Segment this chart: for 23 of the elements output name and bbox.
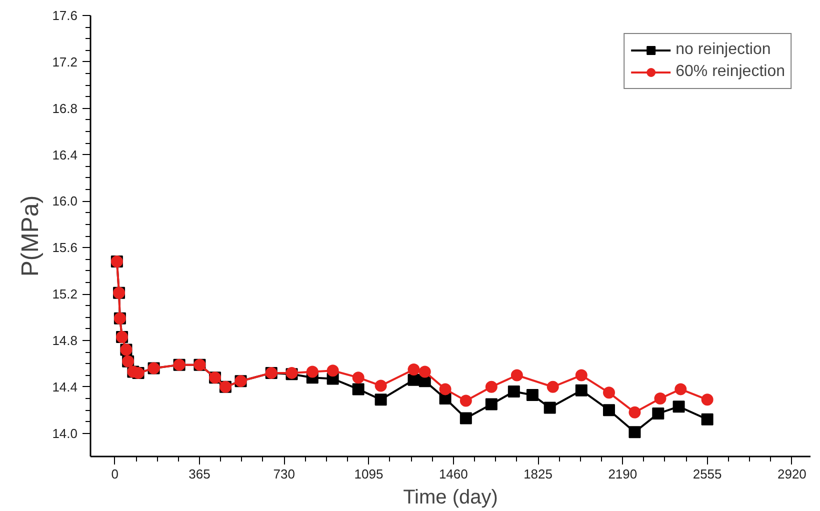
y-tick-label: 16.0: [52, 194, 78, 209]
x-tick-label: 730: [273, 466, 295, 482]
x-axis-title: Time (day): [403, 486, 498, 508]
y-tick-label: 14.0: [52, 426, 78, 441]
x-tick-label: 2920: [777, 466, 806, 482]
x-tick-label: 1095: [354, 466, 384, 482]
y-tick-label: 14.4: [52, 379, 78, 394]
x-tick-label: 2190: [608, 466, 638, 482]
legend-label: 60% reinjection: [676, 63, 785, 81]
x-tick-label: 365: [188, 466, 210, 482]
y-tick-label: 16.4: [52, 147, 78, 162]
legend-label: no reinjection: [676, 41, 771, 59]
x-tick-label: 1825: [524, 466, 552, 482]
x-tick-label: 2555: [692, 466, 722, 482]
y-tick-label: 16.8: [52, 100, 78, 116]
y-tick-label: 17.6: [52, 8, 78, 23]
y-tick-label: 14.8: [52, 332, 78, 348]
y-tick-label: 15.2: [52, 286, 78, 302]
y-tick-label: 17.2: [52, 54, 78, 70]
x-tick-label: 1460: [438, 466, 468, 482]
y-axis-title: P(MPa): [17, 195, 44, 277]
x-tick-label: 0: [111, 466, 118, 482]
y-tick-label: 15.6: [52, 240, 78, 256]
